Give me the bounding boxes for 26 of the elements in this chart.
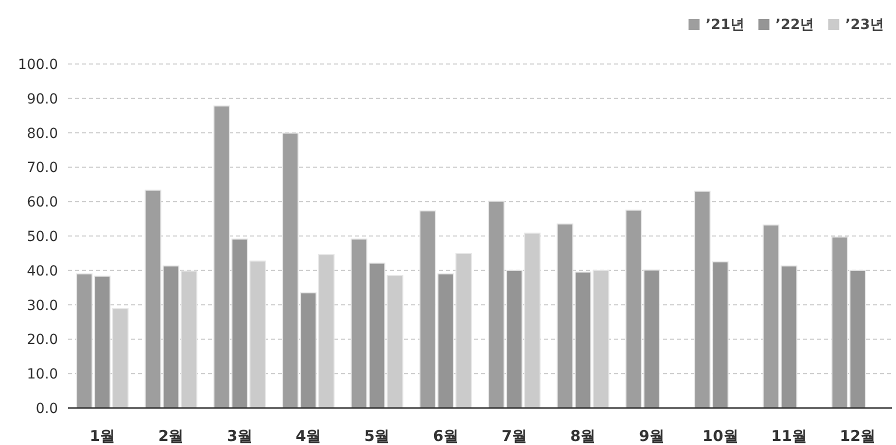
x-tick-label: 1월 [90,427,116,445]
y-tick-label: 10.0 [26,366,58,383]
x-tick-label: 4월 [296,427,322,445]
x-tick-label: 9월 [638,427,664,445]
x-tick-label: 11월 [771,427,807,445]
y-tick-label: 20.0 [26,332,58,348]
x-tick-label: 3월 [226,427,252,445]
y-tick-label: 40.0 [26,263,58,280]
x-tick-label: 10월 [702,427,738,445]
x-tick-label: 2월 [158,427,184,445]
x-tick-label: 8월 [570,427,596,445]
y-tick-label: 90.0 [26,91,58,108]
y-tick-label: 70.0 [26,160,58,176]
y-tick-label: 30.0 [26,298,58,314]
y-tick-label: 80.0 [26,126,58,142]
x-tick-label: 12월 [840,427,876,445]
x-tick-label: 7월 [502,427,528,445]
y-tick-label: 100.0 [18,57,58,73]
y-tick-label: 60.0 [26,194,58,211]
legend-label: ’23년 [845,17,884,33]
x-tick-label: 5월 [364,427,390,445]
legend-label: ’21년 [706,17,744,33]
y-tick-label: 0.0 [36,401,58,417]
legend-label: ’22년 [775,17,814,33]
x-tick-label: 6월 [432,427,458,445]
y-tick-label: 50.0 [26,229,58,245]
